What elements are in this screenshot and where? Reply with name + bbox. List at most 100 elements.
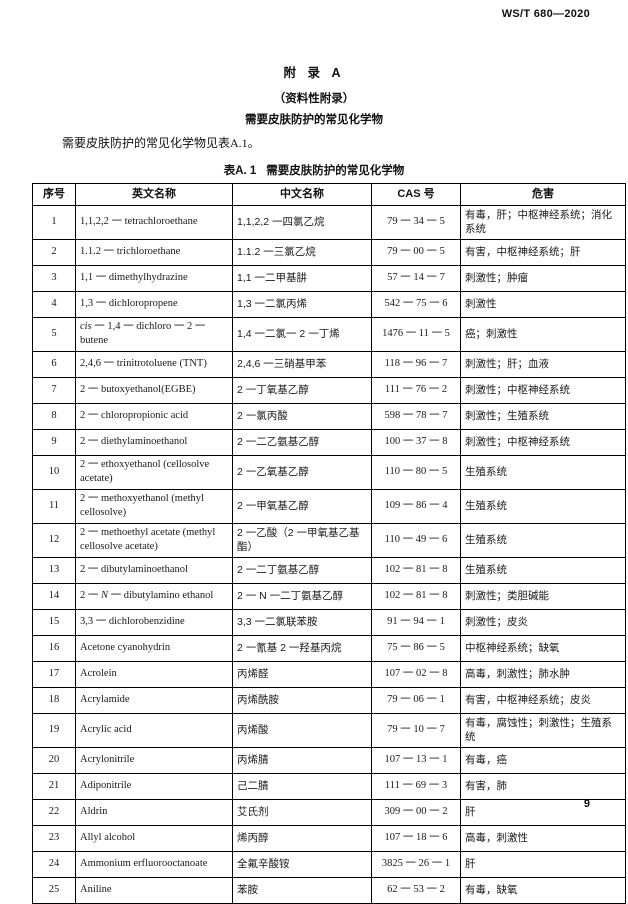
cell-no: 6 [32,350,76,378]
cell-hazard: 刺激性；肝；血液 [460,350,626,378]
cell-english-name: Acrolein [75,660,233,688]
cell-hazard: 中枢神经系统；缺氧 [460,634,626,662]
table-row: 14 2 一 N 一 dibutylamino ethanol 2 一 N 一二丁氨… [32,582,626,610]
chemicals-table-container: 序号 英文名称 中文名称 CAS 号 危害 1 1,1,2,2 一 tetrach… [32,183,626,904]
cell-hazard: 刺激性 [460,290,626,318]
cell-hazard: 有毒，腐蚀性；刺激性；生殖系统 [460,712,626,748]
cell-chinese-name: 2 一甲氧基乙醇 [232,488,372,524]
cell-english-name: Aldrin [75,798,233,826]
english-name-prefix: 2 一 [80,590,101,602]
cell-hazard: 有毒，癌 [460,746,626,774]
cell-hazard: 生殖系统 [460,522,626,558]
cell-english-name: 2 一 chloropropionic acid [75,402,233,430]
cell-chinese-name: 2 一二丁氨基乙醇 [232,556,372,584]
table-row: 17 Acrolein 丙烯醛 107 一 02 一 8 高毒，刺激性；肺水肿 [32,660,626,688]
cell-hazard: 刺激性；生殖系统 [460,402,626,430]
cell-chinese-name: 1,1,2,2 一四氯乙烷 [232,205,372,240]
cell-cas-number: 109 一 86 一 4 [371,488,461,524]
cell-cas-number: 79 一 10 一 7 [371,712,461,748]
cell-hazard: 有害，中枢神经系统；肝 [460,238,626,266]
cell-cas-number: 79 一 06 一 1 [371,686,461,714]
intro-paragraph: 需要皮肤防护的常见化学物见表A.1。 [62,136,260,150]
cell-english-name: Acetone cyanohydrin [75,634,233,662]
cell-chinese-name: 2,4,6 一三硝基甲苯 [232,350,372,378]
cell-hazard: 生殖系统 [460,454,626,490]
cell-chinese-name: 2 一乙酸（2 一甲氧基乙基酯） [232,522,372,558]
cell-cas-number: 1476 一 11 一 5 [371,316,461,352]
document-page: WS/T 680—2020 附 录 A （资料性附录） 需要皮肤防护的常见化学物… [0,8,628,904]
cell-english-name: 2 一 methoethyl acetate (methyl cellosolv… [75,522,233,558]
english-name-suffix: 一 1,4 一 dichloro 一 2 一 butene [80,320,206,347]
cell-english-name: cis 一 1,4 一 dichloro 一 2 一 butene [75,316,233,352]
cell-no: 10 [32,454,76,490]
cell-hazard: 有毒，缺氧 [460,876,626,904]
table-header-row: 序号 英文名称 中文名称 CAS 号 危害 [32,183,626,206]
english-name-italic-part: N [101,590,109,602]
cell-cas-number: 57 一 14 一 7 [371,264,461,292]
cell-hazard: 有害，中枢神经系统；皮炎 [460,686,626,714]
cell-english-name: 2 一 butoxyethanol(EGBE) [75,376,233,404]
table-row: 18 Acrylamide 丙烯酰胺 79 一 06 一 1 有害，中枢神经系统；皮炎 [32,686,626,714]
table-row: 10 2 一 ethoxyethanol (cellosolve acetate)… [32,454,626,490]
cell-hazard: 肝 [460,798,626,826]
cell-hazard: 高毒，刺激性 [460,824,626,852]
cell-english-name: Acrylamide [75,686,233,714]
cell-english-name: Acrylic acid [75,712,233,748]
cell-english-name: 2,4,6 一 trinitrotoluene (TNT) [75,350,233,378]
cell-chinese-name: 2 一丁氧基乙醇 [232,376,372,404]
cell-chinese-name: 1,4 一二氯一 2 一丁烯 [232,316,372,352]
cell-english-name: Aniline [75,876,233,904]
cell-no: 1 [32,205,76,240]
cell-chinese-name: 3,3 一二氯联苯胺 [232,608,372,636]
cell-no: 20 [32,746,76,774]
annex-subtitle: （资料性附录） [273,93,355,105]
cell-cas-number: 79 一 34 一 5 [371,205,461,240]
column-header-no: 序号 [32,183,76,206]
english-name-italic-part: cis [80,320,92,332]
cell-no: 8 [32,402,76,430]
cell-cas-number: 102 一 81 一 8 [371,582,461,610]
cell-cas-number: 110 一 49 一 6 [371,522,461,558]
cell-cas-number: 102 一 81 一 8 [371,556,461,584]
cell-no: 15 [32,608,76,636]
cell-english-name: 2 一 methoxyethanol (methyl cellosolve) [75,488,233,524]
cell-no: 7 [32,376,76,404]
cell-no: 18 [32,686,76,714]
cell-no: 2 [32,238,76,266]
cell-chinese-name: 1,1 一二甲基肼 [232,264,372,292]
cell-no: 19 [32,712,76,748]
cell-hazard: 生殖系统 [460,488,626,524]
cell-cas-number: 75 一 86 一 5 [371,634,461,662]
cell-english-name: 2 一 dibutylaminoethanol [75,556,233,584]
table-row: 25 Aniline 苯胺 62 一 53 一 2 有毒，缺氧 [32,876,626,904]
cell-hazard: 生殖系统 [460,556,626,584]
cell-chinese-name: 2 一氯丙酸 [232,402,372,430]
cell-hazard: 刺激性；中枢神经系统 [460,428,626,456]
cell-chinese-name: 艾氏剂 [232,798,372,826]
cell-hazard: 刺激性；肿瘤 [460,264,626,292]
table-row: 15 3,3 一 dichlorobenzidine 3,3 一二氯联苯胺 91 一 … [32,608,626,636]
cell-cas-number: 598 一 78 一 7 [371,402,461,430]
cell-english-name: Acrylonitrile [75,746,233,774]
cell-no: 25 [32,876,76,904]
cell-hazard: 高毒，刺激性；肺水肿 [460,660,626,688]
column-header-english: 英文名称 [75,183,233,206]
cell-no: 3 [32,264,76,292]
cell-chinese-name: 全氟辛酸铵 [232,850,372,878]
chemicals-table: 序号 英文名称 中文名称 CAS 号 危害 1 1,1,2,2 一 tetrach… [32,183,626,904]
table-caption: 表A. 1 需要皮肤防护的常见化学物 [0,162,628,178]
cell-english-name: 1,1,2,2 一 tetrachloroethane [75,205,233,240]
cell-no: 17 [32,660,76,688]
cell-hazard: 有毒，肝；中枢神经系统；消化系统 [460,205,626,240]
cell-no: 11 [32,488,76,524]
cell-chinese-name: 丙烯醛 [232,660,372,688]
cell-cas-number: 110 一 80 一 5 [371,454,461,490]
cell-cas-number: 111 一 69 一 3 [371,772,461,800]
cell-english-name: 1,1 一 dimethylhydrazine [75,264,233,292]
cell-no: 21 [32,772,76,800]
running-header-standard-code: WS/T 680—2020 [501,8,590,20]
table-body: 1 1,1,2,2 一 tetrachloroethane 1,1,2,2 一四氯乙… [32,205,626,904]
cell-english-name: 2 一 diethylaminoethanol [75,428,233,456]
cell-chinese-name: 丙烯酸 [232,712,372,748]
